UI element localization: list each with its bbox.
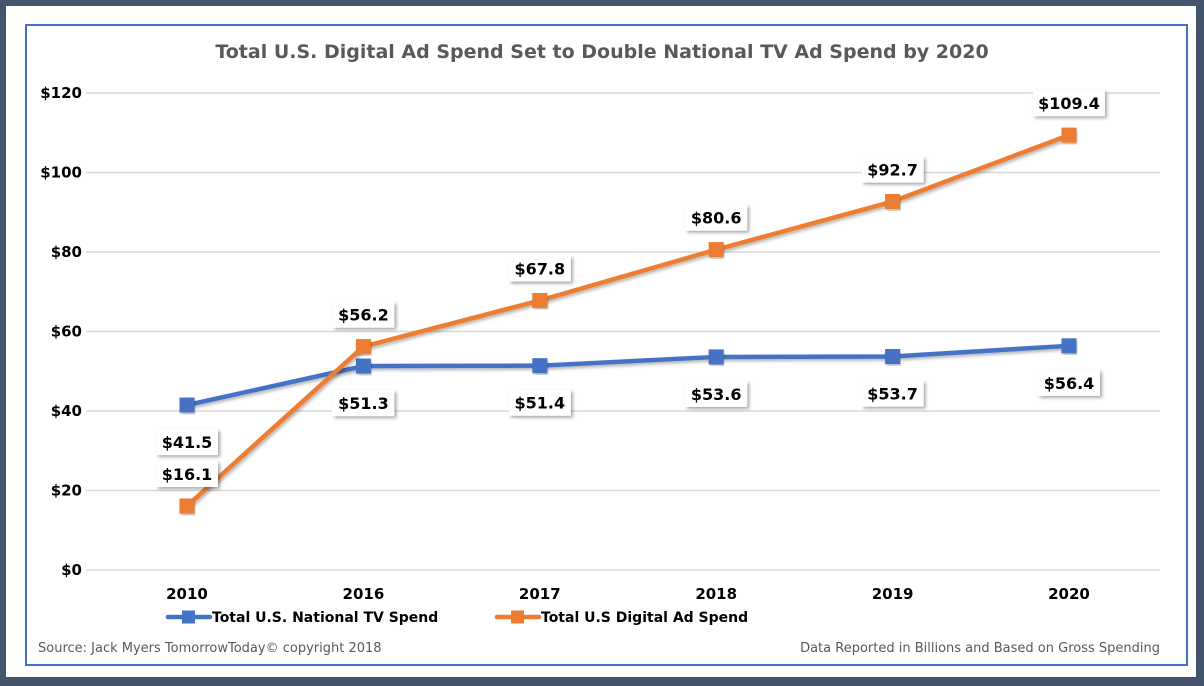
chart-container <box>25 24 1188 666</box>
y-tick-label: $100 <box>40 164 82 182</box>
y-tick-label: $80 <box>51 243 82 261</box>
legend-marker-swatch <box>511 610 524 624</box>
x-tick-label: 2020 <box>1048 585 1090 603</box>
y-tick-label: $20 <box>51 482 82 500</box>
data-point-marker <box>708 242 724 258</box>
series-group <box>179 127 1077 514</box>
x-tick-label: 2017 <box>519 585 561 603</box>
x-tick-label: 2016 <box>343 585 385 603</box>
data-point-marker <box>708 349 724 365</box>
data-label-box <box>685 380 748 407</box>
data-label-box <box>861 380 924 407</box>
legend: Total U.S. National TV Spend Total U.S Di… <box>165 610 748 626</box>
y-tick-label: $40 <box>51 402 82 420</box>
legend-label: Total U.S Digital Ad Spend <box>541 610 748 626</box>
series-line-tv <box>186 343 1070 408</box>
data-label: $51.3 <box>338 394 389 413</box>
data-note: Data Reported in Billions and Based on G… <box>800 641 1160 656</box>
data-label: $53.7 <box>867 385 918 404</box>
data-label: $67.8 <box>514 259 565 278</box>
y-tick-label: $0 <box>61 561 82 579</box>
data-labels: $41.5 $51.3 $51.4 $53.6 $53.7 $56.4 $16.1 $56.2… <box>156 90 1105 488</box>
y-tick-label: $60 <box>51 323 82 341</box>
data-label: $56.2 <box>338 306 389 325</box>
data-point-marker <box>355 358 371 374</box>
data-label-box <box>156 429 218 456</box>
data-label: $92.7 <box>867 161 918 180</box>
outer-panel <box>6 6 1196 677</box>
data-point-marker <box>179 498 195 514</box>
data-point-marker <box>355 339 371 355</box>
data-label-box <box>332 390 395 417</box>
data-label: $109.4 <box>1038 94 1100 113</box>
x-tick-label: 2010 <box>166 585 208 603</box>
data-label: $56.4 <box>1044 374 1095 393</box>
x-tick-label: 2019 <box>872 585 914 603</box>
data-point-marker <box>1061 127 1077 143</box>
data-label-box <box>1033 90 1105 117</box>
data-point-marker <box>532 358 548 374</box>
y-tick-label: $120 <box>40 84 82 102</box>
data-label-box <box>1038 369 1100 396</box>
data-point-marker <box>1061 338 1077 354</box>
data-label: $41.5 <box>162 433 213 452</box>
series-line-digital <box>185 133 1070 508</box>
x-axis: 2010 2016 2017 2018 2019 2020 <box>166 585 1090 603</box>
chart-title: Total U.S. Digital Ad Spend Set to Doubl… <box>215 41 988 63</box>
data-label-box <box>861 156 924 183</box>
data-point-marker <box>179 397 195 413</box>
data-label-box <box>508 389 571 416</box>
data-label-box <box>508 255 571 282</box>
legend-label: Total U.S. National TV Spend <box>212 610 438 626</box>
data-label-box <box>685 204 748 231</box>
x-tick-label: 2018 <box>695 585 737 603</box>
y-axis: $0 $20 $40 $60 $80 $100 $120 <box>40 84 82 579</box>
data-point-marker <box>885 349 901 365</box>
data-label-box <box>156 461 218 488</box>
data-label: $53.6 <box>691 385 742 404</box>
data-label: $51.4 <box>514 394 565 413</box>
gridlines <box>86 92 1160 571</box>
data-point-marker <box>885 194 901 210</box>
data-label: $16.1 <box>162 465 213 484</box>
data-label: $80.6 <box>691 209 742 228</box>
legend-marker-swatch <box>182 610 195 624</box>
data-point-marker <box>532 292 548 308</box>
source-note: Source: Jack Myers TomorrowToday© copyri… <box>38 641 382 656</box>
data-label-box <box>332 301 395 328</box>
